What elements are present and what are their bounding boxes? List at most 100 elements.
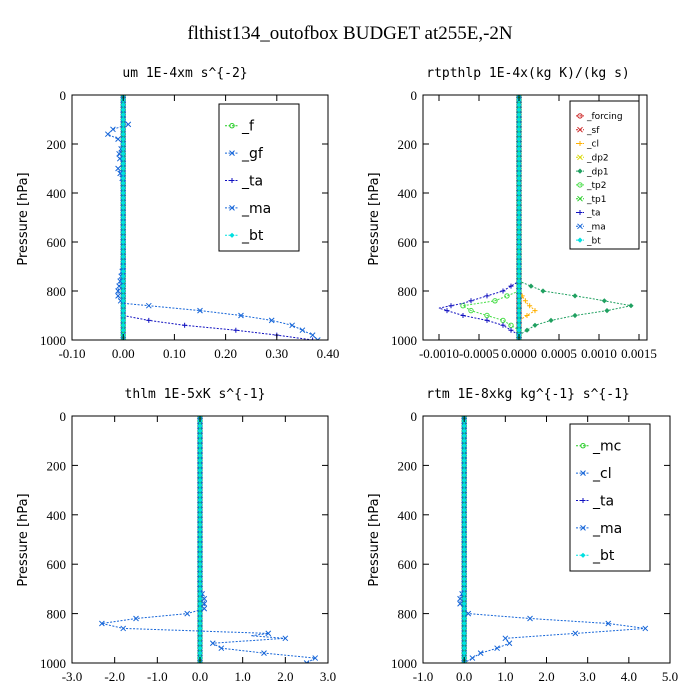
data-point [184, 610, 191, 617]
data-point [461, 536, 467, 543]
data-point [516, 136, 522, 142]
series-tp2 [460, 95, 522, 340]
y-tick-label: 0 [411, 88, 418, 103]
data-point [540, 288, 546, 294]
data-point [516, 254, 522, 260]
legend-label: _bt [241, 228, 264, 244]
data-point [289, 322, 296, 329]
data-point [120, 200, 126, 206]
data-point [628, 303, 634, 309]
data-point [146, 317, 152, 323]
data-point [504, 293, 510, 299]
legend-marker [229, 123, 235, 129]
data-point [524, 327, 530, 333]
data-point [516, 219, 522, 225]
data-point [110, 126, 116, 133]
y-tick-label: 400 [47, 508, 67, 523]
data-point [120, 190, 126, 196]
y-tick-label: 0 [60, 88, 67, 103]
data-point [197, 531, 203, 538]
data-point [461, 561, 467, 567]
plot-frame [71, 94, 329, 341]
data-point [120, 131, 126, 137]
data-point [197, 443, 203, 449]
data-point [120, 121, 126, 127]
data-point [120, 126, 126, 132]
x-tick-label: 0.00 [112, 346, 135, 361]
legend-item-ma: _ma [576, 222, 606, 232]
data-point [461, 551, 467, 557]
data-point [309, 332, 316, 338]
legend-item-ma: _ma [225, 201, 271, 217]
legend-label: _ta [592, 493, 614, 509]
data-point [461, 438, 467, 444]
legend-marker [577, 168, 583, 174]
data-point [461, 645, 467, 651]
legend-marker [577, 113, 583, 119]
plot-area [99, 416, 319, 663]
data-point [522, 298, 528, 304]
data-point [120, 312, 126, 319]
data-point [461, 591, 467, 597]
data-point [116, 283, 122, 289]
legend-item-ta: _ta [225, 173, 263, 189]
legend: _f _gf _ta _ma _bt [218, 103, 300, 252]
legend-item-ma: _ma [576, 521, 622, 537]
data-point [197, 645, 203, 651]
data-point [197, 596, 203, 602]
legend-label: _cl [592, 466, 612, 482]
data-point [461, 472, 467, 478]
data-point [120, 234, 126, 240]
data-point [516, 293, 522, 299]
data-point [120, 268, 126, 274]
data-point [197, 462, 203, 468]
data-point [197, 611, 203, 617]
legend-label: _tp1 [586, 195, 606, 205]
data-point [120, 165, 126, 172]
series-bt [516, 95, 522, 340]
legend-box [569, 423, 651, 572]
data-point [312, 655, 319, 661]
data-point [506, 640, 513, 647]
y-tick-label: 200 [398, 458, 418, 473]
data-point [120, 219, 126, 225]
y-tick-label: 800 [47, 607, 67, 622]
data-point [120, 205, 126, 211]
data-point [133, 615, 139, 622]
data-point [461, 482, 467, 488]
data-point [120, 136, 126, 142]
data-point [516, 146, 522, 152]
data-point [532, 322, 538, 328]
data-point [461, 497, 467, 503]
data-point [197, 660, 203, 663]
data-point [197, 452, 203, 459]
y-tick-label: 400 [47, 186, 67, 201]
data-point [120, 308, 126, 314]
data-point [461, 522, 467, 528]
data-point [516, 175, 522, 181]
data-point [461, 477, 467, 483]
data-point [261, 650, 267, 656]
data-point [516, 337, 522, 340]
data-point [120, 180, 126, 186]
data-point [516, 95, 522, 98]
legend-marker [577, 210, 583, 215]
data-point [120, 102, 126, 108]
data-point [197, 630, 203, 636]
data-point [461, 581, 467, 587]
data-point [120, 170, 126, 176]
legend-label: _dp1 [586, 167, 609, 177]
legend-label: _bt [586, 236, 601, 246]
data-point [516, 298, 522, 304]
data-point [461, 635, 467, 641]
data-point [516, 210, 522, 216]
plot-area [457, 416, 649, 663]
data-point [516, 239, 522, 245]
x-tick-label: 0.10 [163, 346, 186, 361]
data-point [145, 302, 152, 309]
y-tick-label: 1000 [40, 656, 66, 671]
x-tick-label: -3.0 [62, 669, 83, 684]
x-tick-label: 3.0 [320, 669, 336, 684]
ylabel-rtm: Pressure [hPa] [367, 493, 382, 586]
legend-item-cl: _cl [576, 140, 599, 150]
